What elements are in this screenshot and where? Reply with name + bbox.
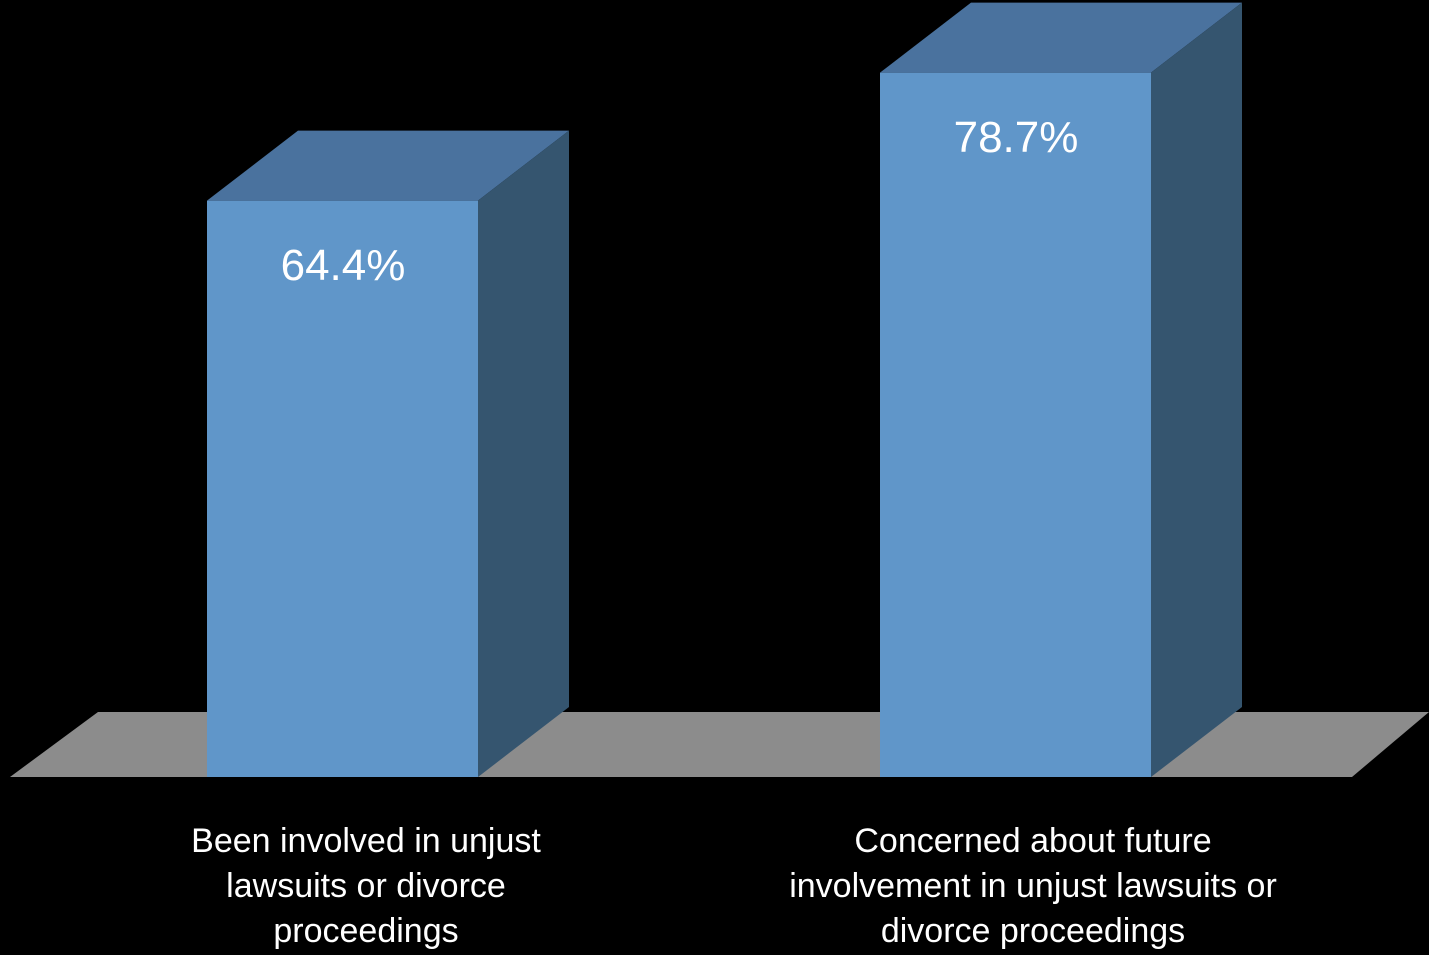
- bars-layer: [207, 2, 1242, 777]
- data-label-bar-2: 78.7%: [953, 112, 1079, 162]
- data-label-bar-1: 64.4%: [280, 240, 406, 290]
- bar-1: [207, 200, 478, 777]
- bar-1-side-face: [478, 130, 569, 777]
- bar-2: [880, 72, 1151, 777]
- category-label-2: Concerned about future involvement in un…: [789, 822, 1277, 950]
- category-label-1: Been involved in unjust lawsuits or divo…: [191, 822, 541, 950]
- bar-2-top-face: [880, 2, 1242, 73]
- bar-2-side-face: [1151, 2, 1242, 777]
- bar-1-top-face: [207, 130, 569, 201]
